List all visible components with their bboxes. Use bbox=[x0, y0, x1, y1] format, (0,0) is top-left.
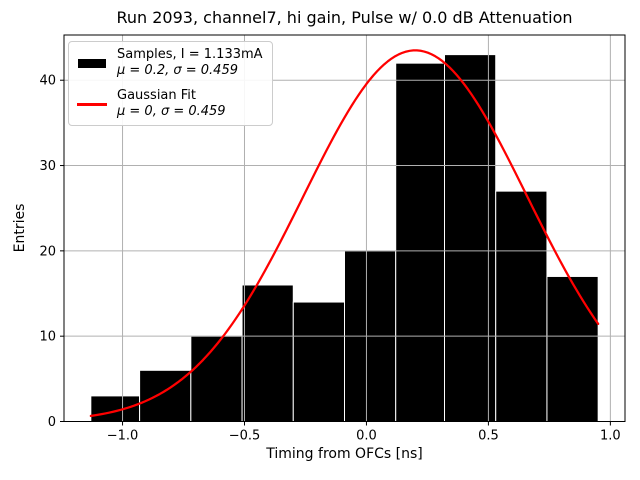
x-tick-label: −1.0 bbox=[107, 429, 139, 444]
x-tick-label: 0.0 bbox=[356, 429, 377, 444]
gaussian-fit-curve bbox=[89, 49, 600, 418]
y-tick-label: 40 bbox=[39, 74, 56, 89]
x-tick-label: 0.5 bbox=[478, 429, 499, 444]
x-tick-label: 1.0 bbox=[600, 429, 621, 444]
legend-samples-line1: Samples, I = 1.133mA bbox=[117, 47, 263, 62]
histogram-bar bbox=[395, 62, 446, 422]
y-tick-label: 10 bbox=[39, 330, 56, 345]
y-tick-label: 30 bbox=[39, 159, 56, 174]
histogram-bar bbox=[546, 275, 599, 422]
samples-bar-swatch-icon bbox=[78, 58, 106, 68]
legend-samples-line2: μ = 0.2, σ = 0.459 bbox=[117, 63, 238, 78]
fit-swatch-box bbox=[77, 102, 107, 106]
legend-entry-gaussian-fit: Gaussian Fit μ = 0, σ = 0.459 bbox=[77, 88, 264, 120]
legend-samples-text: Samples, I = 1.133mA μ = 0.2, σ = 0.459 bbox=[117, 47, 263, 79]
y-tick-label: 20 bbox=[39, 244, 56, 259]
axes-spines bbox=[63, 34, 626, 422]
fit-line-swatch-icon bbox=[77, 102, 107, 106]
chart-title: Run 2093, channel7, hi gain, Pulse w/ 0.… bbox=[116, 8, 573, 27]
histogram-bar bbox=[292, 301, 345, 422]
histogram-bar bbox=[444, 54, 497, 422]
legend-entry-samples: Samples, I = 1.133mA μ = 0.2, σ = 0.459 bbox=[77, 47, 264, 79]
x-axis-label: Timing from OFCs [ns] bbox=[266, 446, 423, 462]
y-axis-label: Entries bbox=[12, 203, 28, 253]
y-tick-label: 0 bbox=[48, 415, 56, 430]
x-tick-label: −0.5 bbox=[229, 429, 261, 444]
histogram-bar bbox=[190, 335, 243, 422]
legend: Samples, I = 1.133mA μ = 0.2, σ = 0.459 … bbox=[68, 41, 273, 126]
legend-fit-line2: μ = 0, σ = 0.459 bbox=[117, 104, 226, 119]
legend-fit-line1: Gaussian Fit bbox=[117, 88, 197, 103]
histogram-bar bbox=[90, 395, 141, 422]
legend-fit-text: Gaussian Fit μ = 0, σ = 0.459 bbox=[117, 88, 226, 120]
histogram-bar bbox=[495, 190, 548, 422]
histogram-bar bbox=[241, 284, 294, 422]
samples-swatch-box bbox=[77, 58, 107, 68]
